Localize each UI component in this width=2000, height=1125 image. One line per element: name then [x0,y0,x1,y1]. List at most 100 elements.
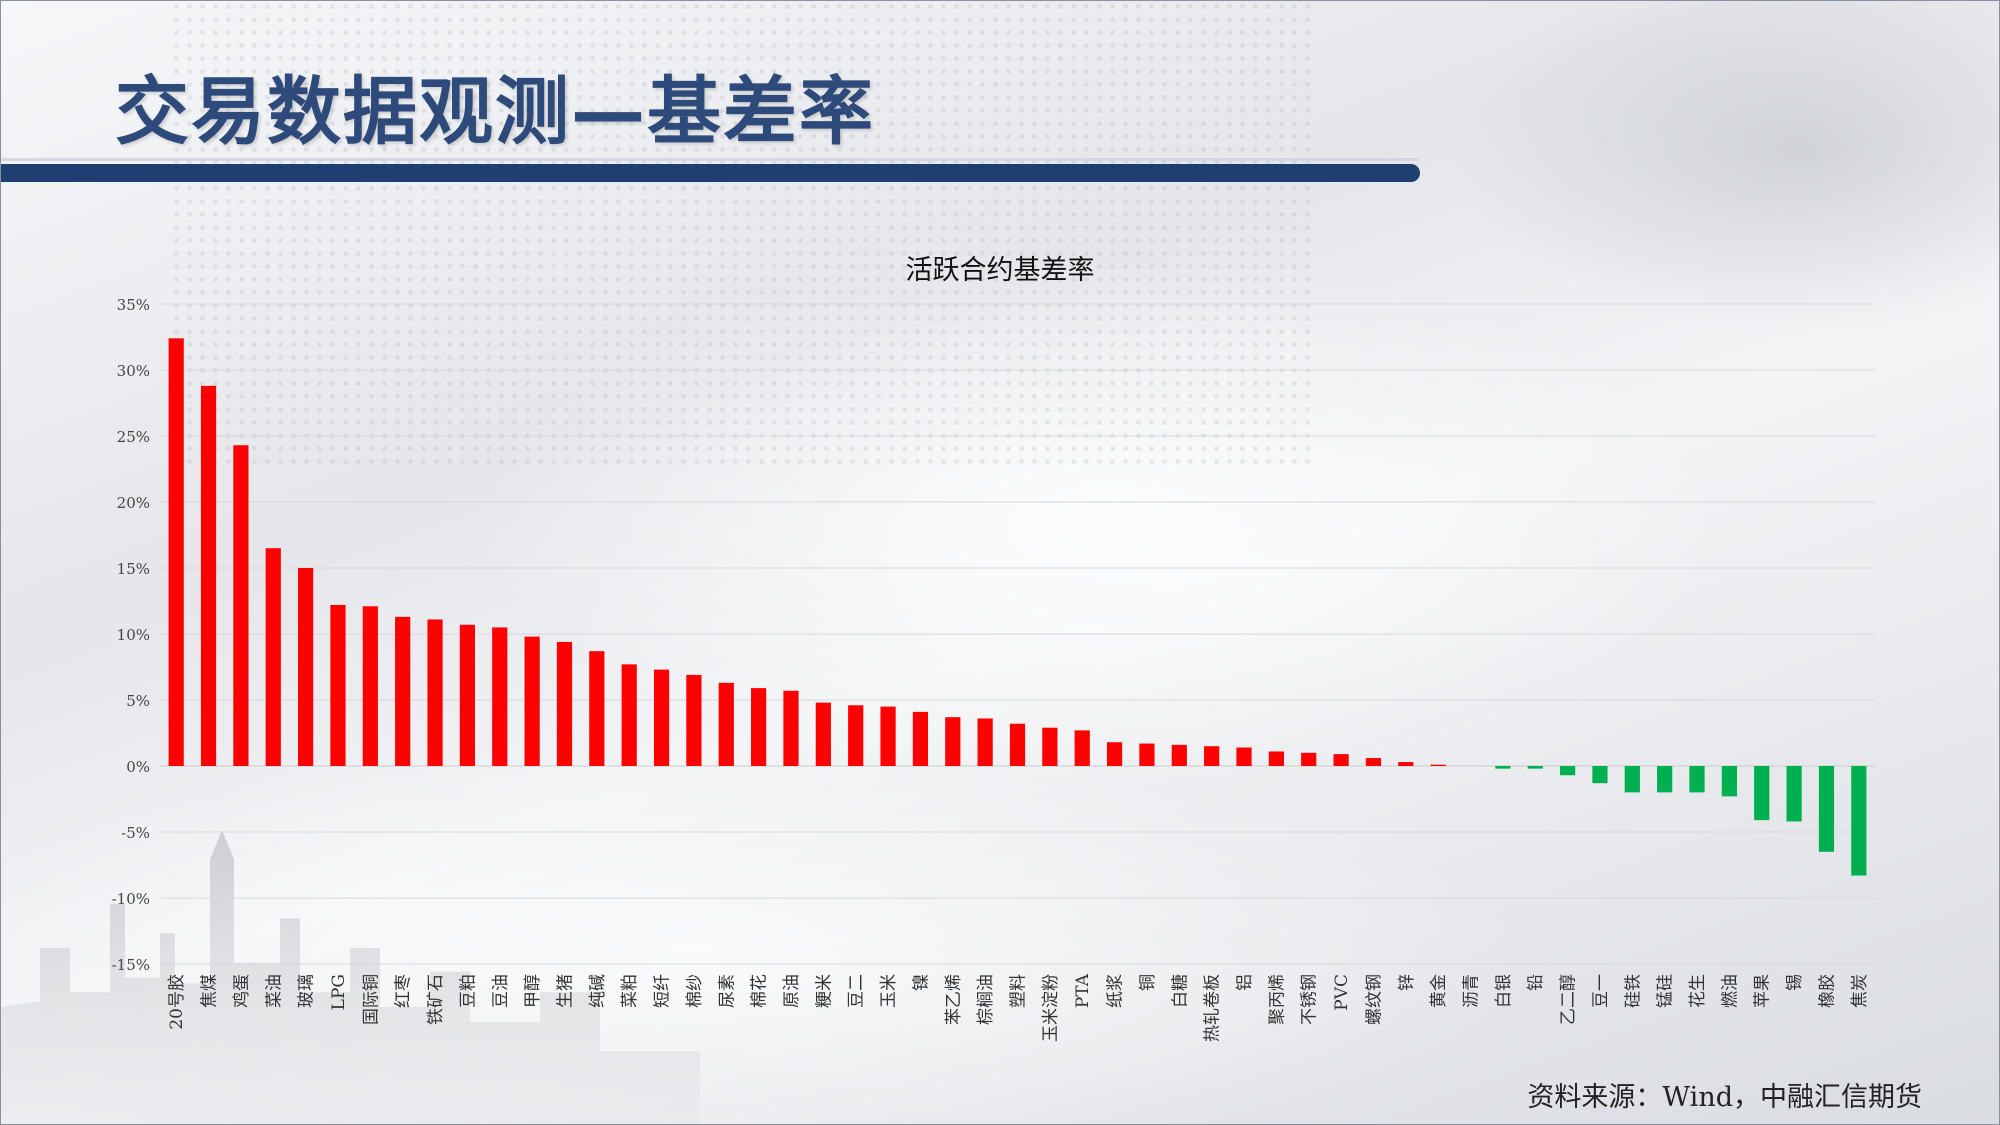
bar-原油 [783,690,799,766]
x-tick-label: 沥青 [1462,974,1482,1008]
x-tick-label: 焦煤 [200,974,220,1008]
bar-白银 [1495,766,1511,769]
x-tick-label: 黄金 [1429,974,1449,1008]
x-tick-label: 硅铁 [1623,974,1643,1008]
x-tick-label: 花生 [1688,974,1708,1008]
bar-菜油 [265,548,281,766]
x-tick-label: 菜粕 [620,974,640,1008]
x-tick-label: 铝 [1235,974,1255,991]
bar-粳米 [815,702,831,766]
bar-20号胶 [168,338,184,766]
x-tick-label: 棉纱 [685,974,705,1008]
y-tick-label: -15% [112,956,150,974]
x-tick-label: 豆粕 [458,974,478,1008]
bar-甲醇 [524,636,540,766]
x-tick-label: 尿素 [717,974,737,1008]
x-tick-label: 铜 [1138,974,1158,991]
y-tick-label: 35% [117,296,150,314]
x-tick-label: 锡 [1785,974,1805,991]
bar-豆油 [492,627,508,766]
bar-铝 [1236,747,1252,766]
bar-焦煤 [200,385,217,766]
x-tick-label: 鸡蛋 [232,974,252,1008]
x-tick-label: 粳米 [814,974,834,1008]
x-tick-label: 焦炭 [1850,974,1870,1008]
bar-尿素 [718,682,734,766]
bar-铜 [1139,743,1155,766]
y-tick-label: 25% [117,428,150,446]
x-tick-label: 白银 [1494,974,1514,1008]
x-tick-label: 豆油 [491,974,511,1008]
bar-苯乙烯 [945,717,961,766]
bar-聚丙烯 [1268,751,1284,766]
bar-螺纹钢 [1365,758,1382,766]
x-tick-label: 豆一 [1591,974,1611,1008]
y-tick-label: 20% [117,494,150,512]
bar-燃油 [1721,766,1737,797]
world-map-dots [170,0,1310,470]
y-tick-label: -5% [121,824,150,842]
bar-焦炭 [1851,766,1867,876]
bar-鸡蛋 [233,445,249,766]
x-tick-label: 菜油 [264,974,284,1008]
x-tick-label: 聚丙烯 [1267,974,1287,1025]
bar-短纤 [653,669,670,766]
x-tick-label: 玻璃 [297,974,317,1008]
bar-豆二 [848,705,864,766]
x-tick-label: 纯碱 [588,974,608,1008]
bar-棉纱 [686,674,702,766]
bar-红枣 [395,616,411,766]
bar-锰硅 [1657,766,1673,793]
bar-菜粕 [621,664,637,766]
y-tick-label: 30% [117,362,150,380]
x-tick-label: 塑料 [1009,974,1029,1008]
chart-bars [168,338,1867,876]
x-tick-label: PVC [1332,974,1352,1011]
y-tick-label: -10% [112,890,150,908]
chart-title: 活跃合约基差率 [905,255,1095,286]
bar-豆粕 [459,624,476,766]
bar-国际铜 [362,606,378,766]
bar-玻璃 [298,568,314,766]
x-tick-label: 短纤 [653,974,673,1008]
x-tick-label: 橡胶 [1817,974,1837,1008]
bar-锡 [1786,766,1802,822]
x-tick-label: 生猪 [555,974,575,1008]
bar-纯碱 [589,651,605,766]
source-note: 资料来源：Wind，中融汇信期货 [1527,1082,1922,1113]
x-tick-label: 苯乙烯 [944,974,964,1025]
bar-苹果 [1754,766,1770,821]
bar-黄金 [1430,764,1446,766]
x-tick-label: 铁矿石 [426,974,446,1025]
x-tick-label: 镍 [911,974,931,991]
x-tick-label: 棉花 [750,974,770,1008]
page-title: 交易数据观测—基差率 [115,69,875,155]
bar-豆一 [1592,766,1608,784]
x-tick-label: 甲醇 [523,974,543,1008]
x-tick-label: 玉米 [879,974,899,1008]
bar-热轧卷板 [1204,746,1220,766]
bar-白糖 [1171,744,1187,766]
y-tick-label: 0% [126,758,150,776]
bar-乙二醇 [1559,766,1576,776]
bar-镍 [912,711,929,766]
x-tick-label: 锌 [1397,974,1417,991]
x-tick-label: 纸浆 [1106,974,1126,1008]
bar-纸浆 [1106,742,1123,766]
x-tick-label: 热轧卷板 [1203,974,1223,1042]
bar-锌 [1398,762,1414,766]
bar-花生 [1689,766,1705,793]
x-tick-label: 乙二醇 [1559,974,1579,1025]
x-tick-label: 国际铜 [361,974,381,1025]
x-tick-label: 不锈钢 [1300,974,1320,1025]
bar-LPG [330,604,346,766]
x-tick-label: 燃油 [1720,974,1740,1008]
x-tick-label: 原油 [782,974,802,1008]
bar-PTA [1074,730,1090,766]
bar-生猪 [556,641,573,766]
x-tick-label: 红枣 [394,974,414,1008]
y-axis: 35% 30% 25% 20% 15% 10% 5% 0% -5% -10% -15% [112,296,150,974]
